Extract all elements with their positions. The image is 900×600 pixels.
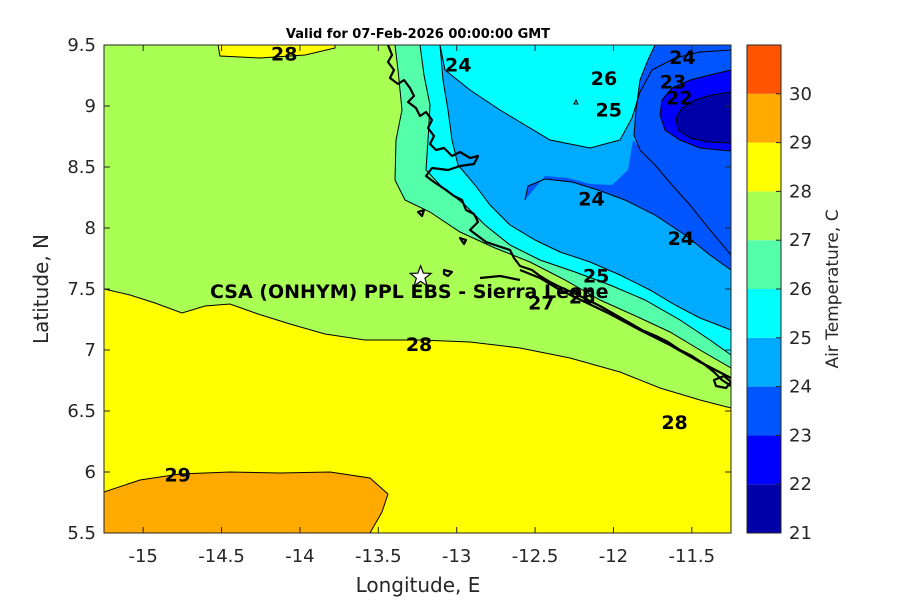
x-tick-label: -13	[442, 546, 471, 567]
colorbar-band	[747, 93, 781, 143]
coastline-island-3	[458, 236, 468, 246]
contour-label: 24	[578, 189, 604, 211]
coastline-inlet	[479, 274, 521, 282]
map-title: Valid for 07-Feb-2026 00:00:00 GMT	[286, 27, 550, 42]
colorbar-tick-label: 22	[789, 474, 812, 495]
contour-24-east	[633, 45, 731, 256]
y-tick-label: 9	[85, 96, 96, 117]
x-tick-label: -11.5	[669, 546, 716, 567]
contour-label: 28	[271, 44, 297, 66]
y-tick-label: 7.5	[67, 279, 96, 300]
contour-24-central	[524, 178, 731, 271]
contour-label: 29	[164, 464, 190, 486]
colorbar-tick-label: 25	[789, 328, 812, 349]
contour-26	[419, 45, 731, 356]
x-tick-label: -14	[285, 546, 314, 567]
colorbar: 21 22 23 24 25 26 27 28 29 30	[746, 44, 812, 544]
colorbar-band	[747, 240, 781, 289]
colorbar-band	[747, 484, 781, 533]
contour-label: 24	[445, 55, 471, 77]
contour-label: 25	[596, 100, 622, 122]
coastline-main	[386, 45, 731, 387]
y-tick-label: 5.5	[67, 523, 96, 544]
contour-label: 27	[528, 292, 554, 314]
contour-25-north	[439, 45, 731, 149]
colorbar-tick-label: 30	[789, 84, 812, 105]
colorbar-tick-label: 29	[789, 133, 812, 154]
x-tick-label: -12	[599, 546, 628, 567]
contour-22	[675, 91, 731, 144]
x-tick-label: -12.5	[512, 546, 559, 567]
colorbar-tick-label: 24	[789, 377, 812, 398]
contour-label: 23	[660, 72, 686, 94]
contour-23	[659, 69, 731, 152]
y-tick-label: 9.5	[67, 35, 96, 56]
contour-label: 26	[569, 286, 595, 308]
colorbar-band	[747, 435, 781, 485]
y-tick-label: 8	[85, 218, 96, 239]
contour-label: 24	[668, 228, 694, 250]
coastline-island-1	[442, 268, 454, 278]
contour-label: 26	[591, 68, 617, 90]
colorbar-band	[747, 289, 781, 338]
band-28-29-south	[104, 289, 731, 533]
coastline-shore	[519, 268, 731, 379]
contour-label: 25	[583, 266, 609, 288]
contour-label: 24	[669, 47, 695, 69]
y-tick-label: 7	[85, 340, 96, 361]
colorbar-tick-label: 27	[789, 230, 812, 251]
contour-25-south	[439, 45, 731, 331]
x-tick-label: -14.5	[198, 546, 245, 567]
y-axis-ticks: 5.5 6 6.5 7 7.5 8 8.5 9 9.5	[67, 35, 731, 544]
star-icon	[408, 264, 433, 288]
colorbar-band	[747, 191, 781, 241]
contour-26-dot	[573, 98, 579, 105]
coastline-island-4	[712, 374, 731, 390]
y-tick-label: 6.5	[67, 401, 96, 422]
colorbar-band	[747, 386, 781, 436]
band-29-30	[104, 472, 388, 533]
colorbar-label: Air Temperature, C	[823, 209, 843, 368]
coastline	[386, 45, 731, 390]
colorbar-band	[747, 337, 781, 387]
y-axis-label: Latitude, N	[29, 234, 53, 344]
x-axis-ticks: -15 -14.5 -14 -13.5 -13 -12.5 -12 -11.5	[128, 45, 715, 567]
site-label: CSA (ONHYM) PPL EBS - Sierra Leone	[210, 281, 608, 303]
contour-label: 22	[666, 87, 692, 109]
band-21-22	[676, 92, 731, 143]
colorbar-band	[747, 45, 781, 94]
contour-label: 28	[661, 412, 687, 434]
colorbar-tick-label: 23	[789, 425, 812, 446]
colorbar-band	[747, 142, 781, 192]
colorbar-tick-label: 28	[789, 181, 812, 202]
contour-label: 28	[406, 334, 432, 356]
coastline-island-2	[416, 208, 426, 218]
contour-28-south	[104, 288, 731, 409]
contour-lines	[104, 45, 731, 533]
x-tick-label: -13.5	[355, 546, 402, 567]
x-axis-label: Longitude, E	[356, 573, 481, 597]
contour-27	[394, 45, 731, 369]
contour-28-north	[217, 45, 336, 59]
y-tick-label: 8.5	[67, 157, 96, 178]
x-tick-label: -15	[128, 546, 157, 567]
contour-29	[104, 471, 389, 533]
colorbar-tick-label: 21	[789, 523, 812, 544]
colorbar-tick-label: 26	[789, 279, 812, 300]
y-tick-label: 6	[85, 462, 96, 483]
temperature-field	[104, 45, 731, 533]
